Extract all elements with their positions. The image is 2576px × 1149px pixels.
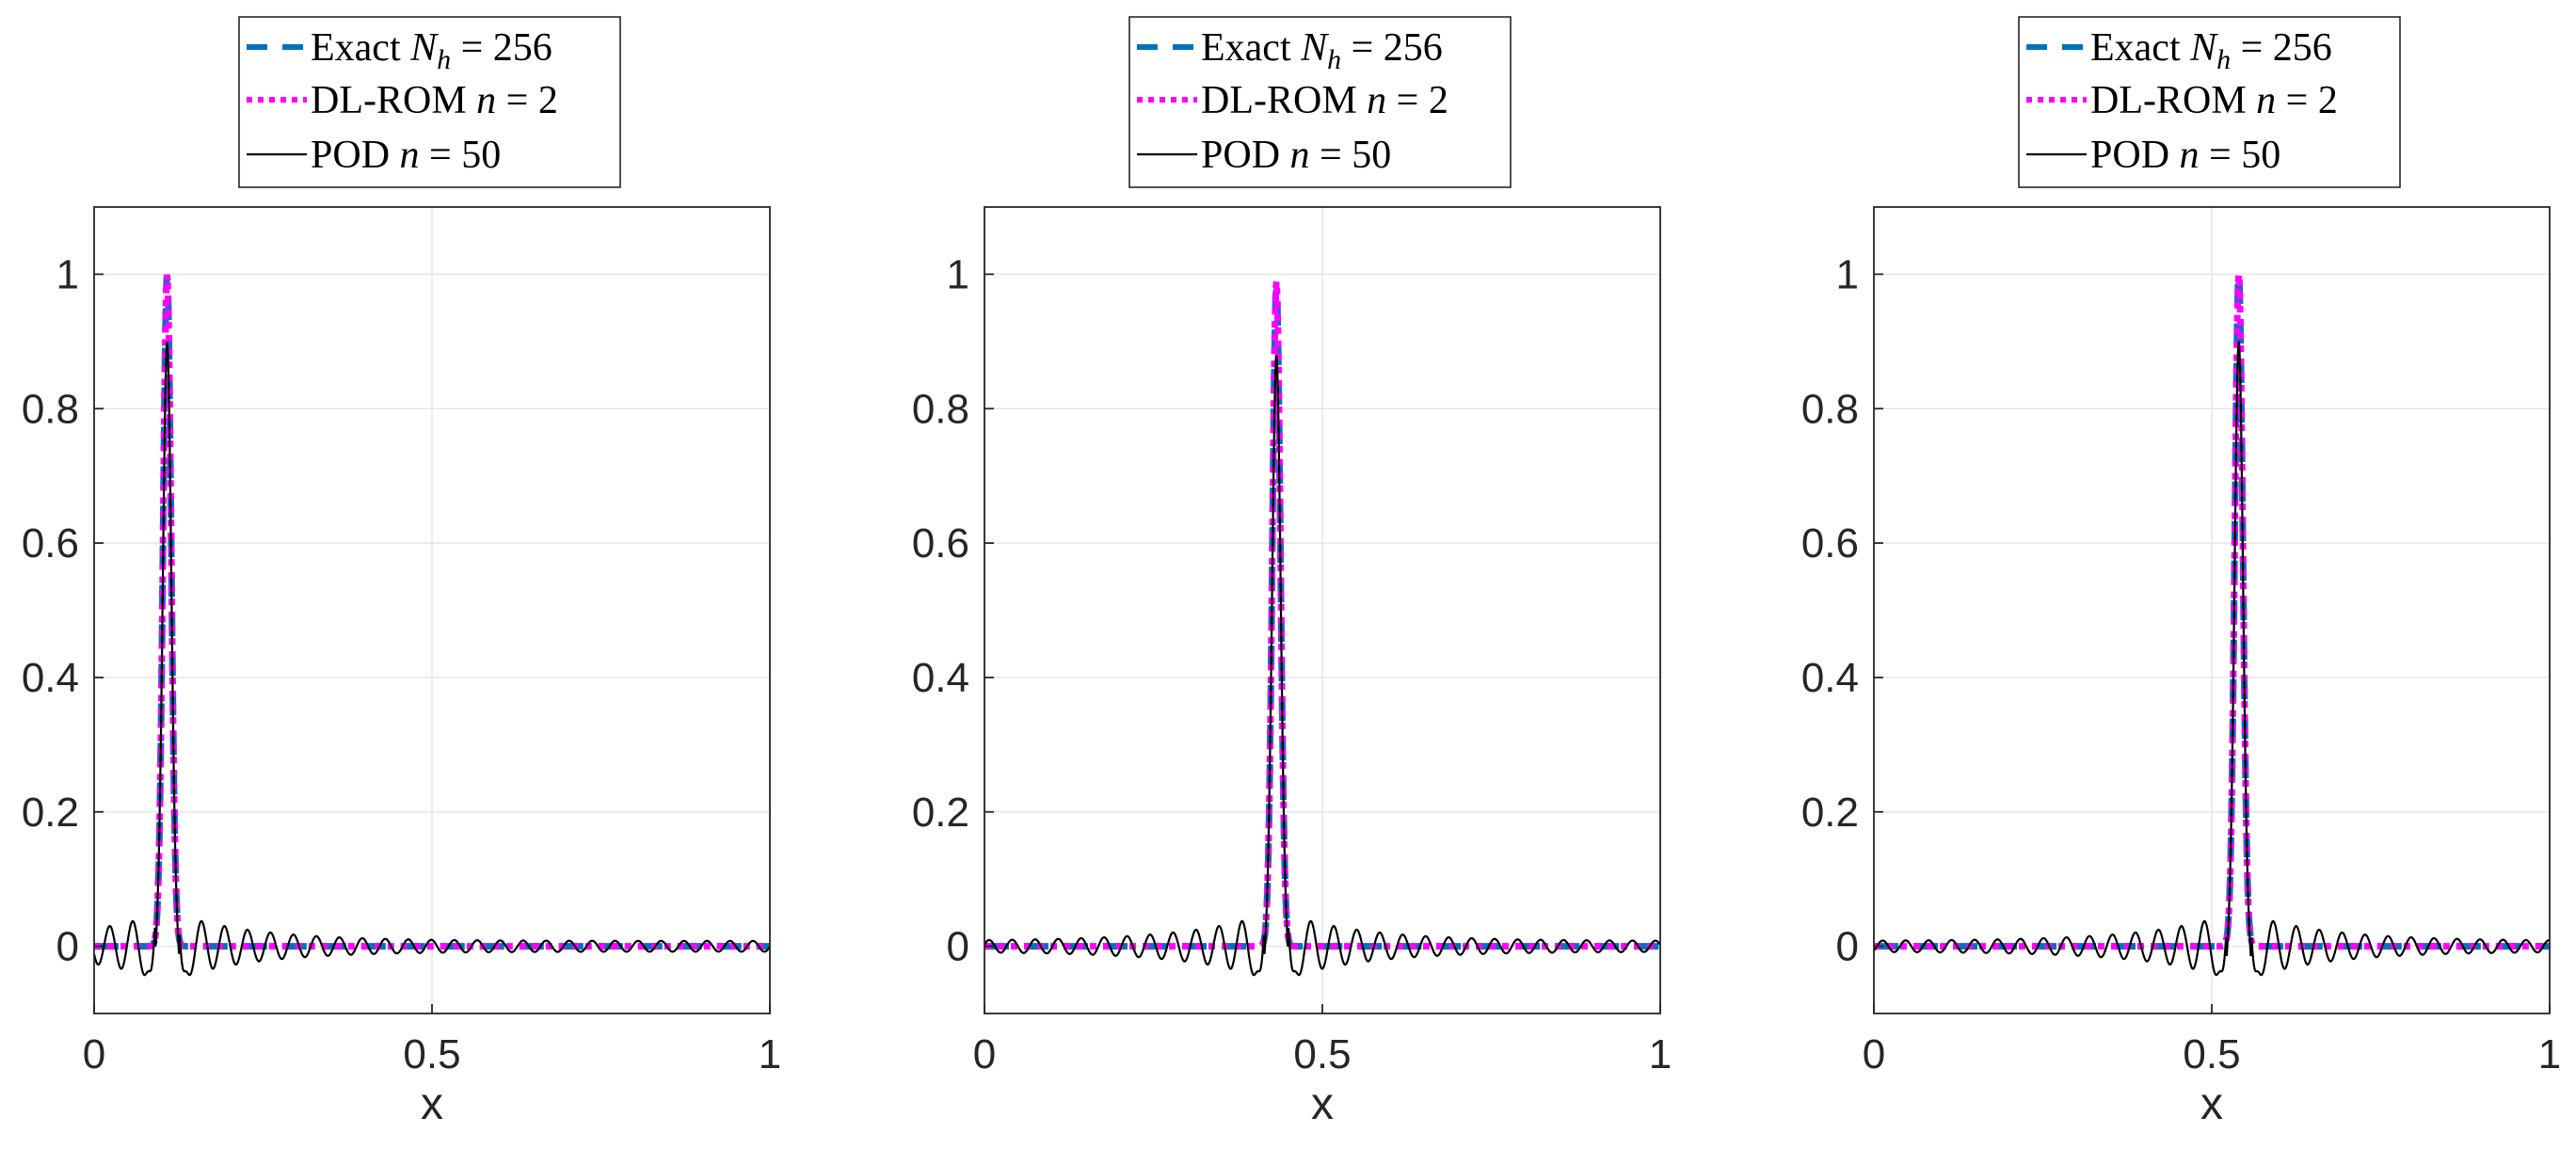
series-line-pod bbox=[984, 355, 1661, 977]
y-tick-label: 0.6 bbox=[912, 520, 969, 567]
y-tick-label: 0.8 bbox=[22, 386, 79, 432]
x-tick-label: 1 bbox=[2538, 1031, 2561, 1077]
y-tick-label: 0 bbox=[947, 924, 969, 970]
y-tick-label: 0 bbox=[1836, 924, 1859, 970]
series-line-dlrom bbox=[984, 280, 1660, 950]
y-tick-label: 1 bbox=[56, 251, 79, 297]
legend-label-dlrom: DL-ROM n = 2 bbox=[311, 79, 558, 122]
chart-panel-1: 0 0.5 1 0 0.2 0.4 0.6 0.8 1 x Exact Nh = 256DL-ROM… bbox=[22, 16, 781, 1129]
x-tick-label: 1 bbox=[759, 1031, 781, 1077]
y-tick-label: 0.8 bbox=[912, 386, 969, 432]
x-tick-label: 0 bbox=[1863, 1031, 1885, 1077]
legend-label-pod: POD n = 50 bbox=[1201, 134, 1391, 177]
legend-label-pod: POD n = 50 bbox=[2090, 134, 2280, 177]
legend-label-dlrom: DL-ROM n = 2 bbox=[2090, 79, 2338, 122]
legend-label-exact: Exact Nh = 256 bbox=[311, 26, 552, 75]
series-line-exact bbox=[1874, 274, 2550, 950]
legend-label-dlrom: DL-ROM n = 2 bbox=[1201, 79, 1448, 122]
chart-panel-3: 0 0.5 1 0 0.2 0.4 0.6 0.8 1 x Exact Nh = 256DL-ROM… bbox=[1801, 16, 2561, 1129]
y-tick-label: 1 bbox=[1836, 251, 1859, 297]
y-tick-label: 0 bbox=[56, 924, 79, 970]
y-tick-label: 1 bbox=[947, 251, 969, 297]
legend-label-pod: POD n = 50 bbox=[311, 134, 501, 177]
y-tick-label: 0.4 bbox=[912, 655, 969, 701]
x-tick-label: 0.5 bbox=[403, 1031, 460, 1077]
y-tick-label: 0.4 bbox=[22, 655, 79, 701]
series-line-pod bbox=[92, 342, 771, 977]
y-tick-label: 0.2 bbox=[22, 790, 79, 836]
y-tick-label: 0.2 bbox=[1801, 790, 1859, 836]
x-axis-label: x bbox=[421, 1079, 443, 1129]
x-axis-label: x bbox=[2200, 1079, 2223, 1129]
y-tick-label: 0.6 bbox=[22, 520, 79, 567]
y-tick-label: 0.6 bbox=[1801, 520, 1859, 567]
y-tick-label: 0.8 bbox=[1801, 386, 1859, 432]
x-tick-label: 0.5 bbox=[2183, 1031, 2240, 1077]
y-tick-label: 0.2 bbox=[912, 790, 969, 836]
legend-label-exact: Exact Nh = 256 bbox=[1201, 26, 1443, 75]
y-tick-label: 0.4 bbox=[1801, 655, 1859, 701]
x-tick-label: 1 bbox=[1649, 1031, 1672, 1077]
series-line-pod bbox=[1873, 341, 2551, 977]
x-tick-label: 0 bbox=[83, 1031, 105, 1077]
chart-panel-2: 0 0.5 1 0 0.2 0.4 0.6 0.8 1 x Exact Nh = 256DL-ROM… bbox=[912, 16, 1672, 1129]
x-axis-label: x bbox=[1311, 1079, 1334, 1129]
x-tick-label: 0.5 bbox=[1293, 1031, 1351, 1077]
legend-label-exact: Exact Nh = 256 bbox=[2090, 26, 2332, 75]
x-tick-label: 0 bbox=[973, 1031, 996, 1077]
